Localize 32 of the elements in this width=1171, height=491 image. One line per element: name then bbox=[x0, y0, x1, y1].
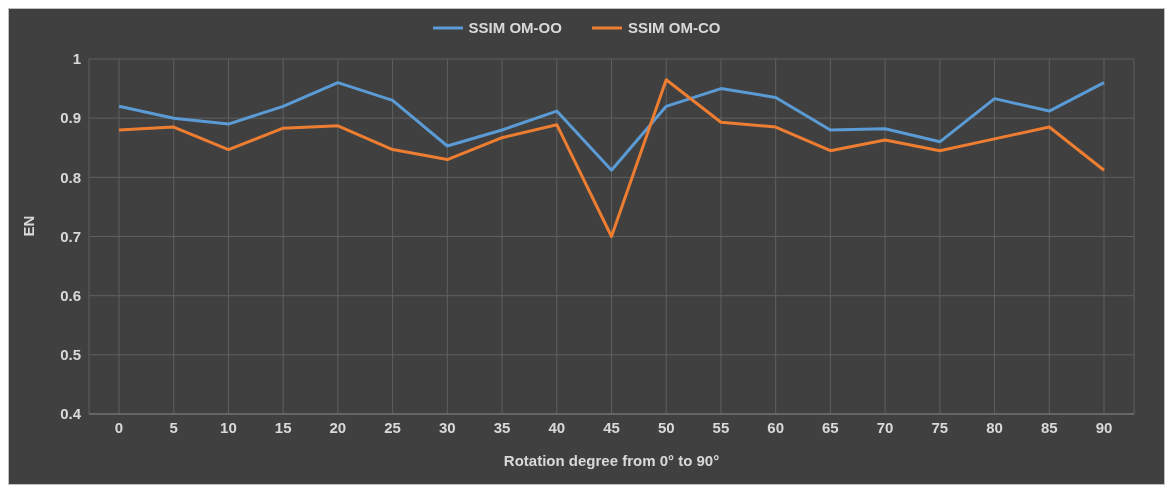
line-series bbox=[117, 81, 1106, 172]
x-tick-label: 15 bbox=[274, 418, 292, 436]
x-tick-label: 30 bbox=[438, 418, 456, 436]
y-tick-label: 0.6 bbox=[60, 286, 81, 304]
y-axis-title: EN bbox=[20, 215, 38, 237]
x-tick-label: 35 bbox=[493, 418, 511, 436]
y-tick-label: 0.4 bbox=[60, 405, 82, 423]
y-tick-label: 0.8 bbox=[60, 168, 81, 186]
x-tick-label: 20 bbox=[329, 418, 347, 436]
x-tick-label: 55 bbox=[712, 418, 730, 436]
legend-label: SSIM OM-OO bbox=[467, 19, 562, 36]
y-tick-label: 0.9 bbox=[60, 109, 81, 127]
x-tick-label: 70 bbox=[876, 418, 894, 436]
x-tick-label: 75 bbox=[931, 418, 949, 436]
x-tick-label: 85 bbox=[1040, 418, 1058, 436]
x-tick-label: 40 bbox=[548, 418, 566, 436]
x-tick-label: 5 bbox=[169, 418, 178, 436]
x-axis-title: Rotation degree from 0° to 90° bbox=[503, 452, 720, 469]
x-tick-label: 90 bbox=[1095, 418, 1113, 436]
legend-label: SSIM OM-CO bbox=[626, 19, 721, 36]
x-tick-label: 80 bbox=[986, 418, 1003, 436]
x-tick-label: 65 bbox=[822, 418, 839, 436]
y-tick-label: 0.5 bbox=[60, 346, 81, 364]
line-series bbox=[117, 78, 1106, 238]
x-tick-label: 25 bbox=[384, 418, 401, 436]
y-tick-label: 0.7 bbox=[60, 227, 81, 245]
x-tick-label: 60 bbox=[767, 418, 785, 436]
x-tick-label: 10 bbox=[220, 418, 237, 436]
y-tick-label: 1 bbox=[72, 50, 81, 68]
x-tick-label: 50 bbox=[657, 418, 675, 436]
x-tick-label: 45 bbox=[603, 418, 620, 436]
x-tick-label: 0 bbox=[114, 418, 124, 436]
